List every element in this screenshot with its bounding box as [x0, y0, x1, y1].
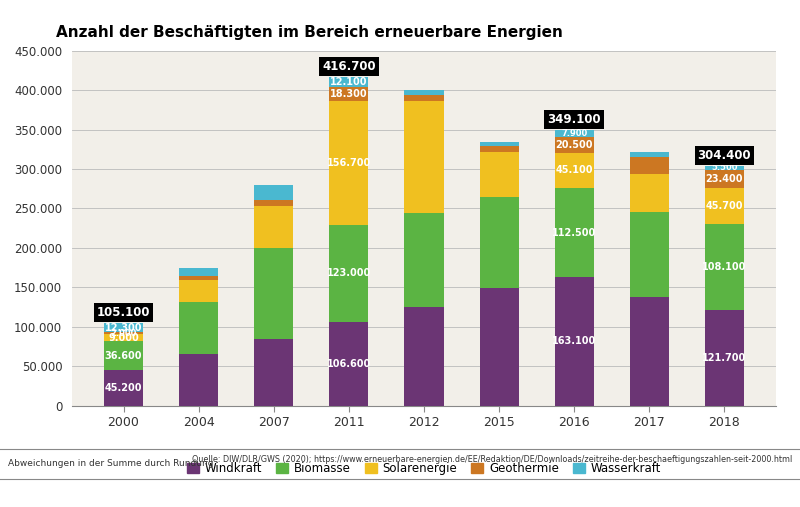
Text: 5.500: 5.500: [711, 163, 738, 172]
Bar: [179, 302, 218, 354]
Bar: [104, 334, 143, 341]
Bar: [254, 200, 294, 206]
Text: 45.200: 45.200: [105, 383, 142, 393]
Bar: [179, 268, 218, 276]
Text: Quelle: DIW/DLR/GWS (2020); https://www.erneuerbare-energien.de/EE/Redaktion/DE/: Quelle: DIW/DLR/GWS (2020); https://www.…: [192, 455, 792, 464]
Text: 45.700: 45.700: [706, 201, 743, 211]
Text: 349.100: 349.100: [547, 114, 601, 126]
Bar: [405, 90, 443, 95]
Bar: [705, 170, 744, 188]
Text: 7.900: 7.900: [561, 129, 587, 138]
Bar: [330, 225, 369, 321]
Text: 36.600: 36.600: [105, 350, 142, 360]
Bar: [179, 280, 218, 302]
Bar: [104, 323, 143, 333]
Text: 2.000: 2.000: [110, 329, 137, 338]
Bar: [179, 276, 218, 280]
Bar: [254, 206, 294, 248]
Bar: [479, 142, 518, 146]
Bar: [405, 101, 443, 213]
Bar: [554, 277, 594, 406]
Bar: [254, 248, 294, 339]
Text: 156.700: 156.700: [326, 158, 371, 168]
Text: Abweichungen in der Summe durch Rundung: Abweichungen in der Summe durch Rundung: [8, 459, 214, 468]
Bar: [705, 225, 744, 310]
Bar: [405, 307, 443, 406]
Bar: [554, 153, 594, 188]
Bar: [554, 136, 594, 153]
Legend: Windkraft, Biomasse, Solarenergie, Geothermie, Wasserkraft: Windkraft, Biomasse, Solarenergie, Geoth…: [182, 458, 666, 480]
Bar: [554, 188, 594, 277]
Text: 105.100: 105.100: [97, 306, 150, 319]
Bar: [330, 77, 369, 87]
Bar: [405, 95, 443, 101]
Bar: [254, 339, 294, 406]
Bar: [479, 287, 518, 406]
Text: 108.100: 108.100: [702, 262, 746, 272]
Text: 23.400: 23.400: [706, 174, 743, 184]
Bar: [630, 297, 669, 406]
Bar: [405, 213, 443, 307]
Text: 106.600: 106.600: [326, 358, 371, 369]
Text: 121.700: 121.700: [702, 352, 746, 363]
Text: 9.000: 9.000: [108, 333, 139, 343]
Text: 163.100: 163.100: [552, 336, 596, 346]
Bar: [330, 87, 369, 101]
Bar: [104, 341, 143, 370]
Bar: [705, 188, 744, 225]
Text: 20.500: 20.500: [555, 139, 593, 150]
Bar: [179, 354, 218, 406]
Bar: [705, 165, 744, 170]
Text: 45.100: 45.100: [555, 165, 593, 175]
Text: 416.700: 416.700: [322, 60, 376, 73]
Bar: [630, 174, 669, 212]
Text: 12.300: 12.300: [105, 322, 142, 333]
Bar: [479, 197, 518, 287]
Bar: [630, 212, 669, 297]
Bar: [479, 152, 518, 197]
Text: 112.500: 112.500: [552, 228, 596, 238]
Text: 18.300: 18.300: [330, 89, 368, 99]
Text: 12.100: 12.100: [330, 77, 368, 87]
Bar: [705, 310, 744, 406]
Bar: [630, 153, 669, 158]
Text: 304.400: 304.400: [698, 149, 751, 162]
Bar: [330, 321, 369, 406]
Text: 123.000: 123.000: [326, 268, 371, 278]
Bar: [104, 333, 143, 334]
Bar: [254, 185, 294, 200]
Bar: [479, 146, 518, 152]
Bar: [630, 158, 669, 174]
Bar: [104, 370, 143, 406]
Bar: [330, 101, 369, 225]
Text: Anzahl der Beschäftigten im Bereich erneuerbare Energien: Anzahl der Beschäftigten im Bereich erne…: [56, 25, 563, 41]
Bar: [554, 130, 594, 136]
